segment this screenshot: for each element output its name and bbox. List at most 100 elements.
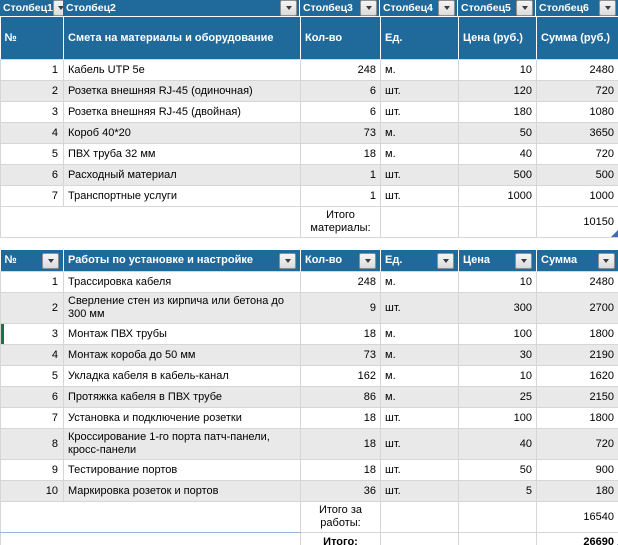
price-cell[interactable]: 180 bbox=[458, 101, 537, 123]
works-subtotal-value[interactable]: 16540 bbox=[536, 501, 618, 533]
filter-dropdown-button[interactable] bbox=[438, 0, 455, 16]
sum-cell[interactable]: 2480 bbox=[536, 271, 618, 293]
sum-cell[interactable]: 1080 bbox=[536, 101, 618, 123]
row-number-cell[interactable]: 5 bbox=[0, 365, 64, 387]
row-number-cell[interactable]: 9 bbox=[0, 459, 64, 481]
quantity-cell[interactable]: 1 bbox=[300, 164, 381, 186]
item-name-cell[interactable]: Кабель UTP 5e bbox=[63, 59, 301, 81]
row-number-cell[interactable]: 2 bbox=[0, 80, 64, 102]
quantity-cell[interactable]: 36 bbox=[300, 480, 381, 502]
work-name-cell[interactable]: Маркировка розеток и портов bbox=[63, 480, 301, 502]
row-number-cell[interactable]: 6 bbox=[0, 164, 64, 186]
quantity-cell[interactable]: 18 bbox=[300, 407, 381, 429]
price-cell[interactable]: 1000 bbox=[458, 185, 537, 207]
filter-dropdown-button[interactable] bbox=[437, 252, 454, 269]
row-number-cell[interactable]: 2 bbox=[0, 292, 64, 324]
price-cell[interactable]: 100 bbox=[458, 323, 537, 345]
works-header-name[interactable]: Работы по установке и настройке bbox=[63, 250, 301, 272]
work-name-cell[interactable]: Трассировка кабеля bbox=[63, 271, 301, 293]
materials-header-unit[interactable]: Ед. bbox=[380, 17, 459, 60]
materials-total-value[interactable]: 10150 bbox=[536, 206, 618, 238]
empty-cell[interactable] bbox=[458, 501, 537, 533]
unit-cell[interactable]: м. bbox=[380, 271, 459, 293]
materials-header-price[interactable]: Цена (руб.) bbox=[458, 17, 537, 60]
price-cell[interactable]: 50 bbox=[458, 122, 537, 144]
row-number-cell[interactable]: 8 bbox=[0, 428, 64, 460]
materials-header-qty[interactable]: Кол-во bbox=[300, 17, 381, 60]
filter-dropdown-button[interactable] bbox=[360, 0, 377, 16]
unit-cell[interactable]: м. bbox=[380, 386, 459, 408]
empty-cell[interactable] bbox=[380, 206, 459, 238]
empty-cell[interactable] bbox=[0, 532, 301, 545]
row-number-cell[interactable]: 7 bbox=[0, 407, 64, 429]
unit-cell[interactable]: шт. bbox=[380, 164, 459, 186]
sum-cell[interactable]: 500 bbox=[536, 164, 618, 186]
row-number-cell[interactable]: 1 bbox=[0, 271, 64, 293]
filter-dropdown-button[interactable] bbox=[42, 252, 59, 269]
quantity-cell[interactable]: 73 bbox=[300, 122, 381, 144]
row-number-cell[interactable]: 3 bbox=[0, 101, 64, 123]
quantity-cell[interactable]: 248 bbox=[300, 271, 381, 293]
row-number-cell[interactable]: 7 bbox=[0, 185, 64, 207]
materials-header-num[interactable]: № bbox=[0, 17, 64, 60]
unit-cell[interactable]: м. bbox=[380, 344, 459, 366]
quantity-cell[interactable]: 18 bbox=[300, 143, 381, 165]
sum-cell[interactable]: 900 bbox=[536, 459, 618, 481]
row-number-cell[interactable]: 1 bbox=[0, 59, 64, 81]
filter-column-header[interactable]: Столбец6 bbox=[536, 0, 618, 17]
filter-dropdown-button[interactable] bbox=[359, 252, 376, 269]
price-cell[interactable]: 10 bbox=[458, 365, 537, 387]
unit-cell[interactable]: м. bbox=[380, 323, 459, 345]
price-cell[interactable]: 10 bbox=[458, 59, 537, 81]
price-cell[interactable]: 50 bbox=[458, 459, 537, 481]
quantity-cell[interactable]: 18 bbox=[300, 459, 381, 481]
works-header-num[interactable]: № bbox=[0, 250, 64, 272]
unit-cell[interactable]: шт. bbox=[380, 407, 459, 429]
price-cell[interactable]: 100 bbox=[458, 407, 537, 429]
price-cell[interactable]: 500 bbox=[458, 164, 537, 186]
works-header-qty[interactable]: Кол-во bbox=[300, 250, 381, 272]
sum-cell[interactable]: 3650 bbox=[536, 122, 618, 144]
filter-dropdown-button[interactable] bbox=[515, 252, 532, 269]
row-number-cell[interactable]: 3 bbox=[0, 323, 64, 345]
row-number-cell[interactable]: 5 bbox=[0, 143, 64, 165]
sum-cell[interactable]: 720 bbox=[536, 143, 618, 165]
filter-column-header[interactable]: Столбец1 bbox=[0, 0, 70, 17]
grand-total-label[interactable]: Итого: bbox=[300, 532, 381, 545]
materials-header-sum[interactable]: Сумма (руб.) bbox=[536, 17, 618, 60]
filter-dropdown-button[interactable] bbox=[599, 0, 616, 16]
quantity-cell[interactable]: 162 bbox=[300, 365, 381, 387]
filter-dropdown-button[interactable] bbox=[516, 0, 533, 16]
unit-cell[interactable]: шт. bbox=[380, 101, 459, 123]
work-name-cell[interactable]: Установка и подключение розетки bbox=[63, 407, 301, 429]
price-cell[interactable]: 120 bbox=[458, 80, 537, 102]
sum-cell[interactable]: 180 bbox=[536, 480, 618, 502]
empty-cell[interactable] bbox=[458, 532, 537, 545]
table-resize-handle[interactable] bbox=[611, 230, 618, 237]
materials-header-name[interactable]: Смета на материалы и оборудование bbox=[63, 17, 301, 60]
materials-total-label[interactable]: Итого материалы: bbox=[300, 206, 381, 238]
unit-cell[interactable]: м. bbox=[380, 143, 459, 165]
work-name-cell[interactable]: Сверление стен из кирпича или бетона до … bbox=[63, 292, 301, 324]
unit-cell[interactable]: шт. bbox=[380, 480, 459, 502]
sum-cell[interactable]: 2150 bbox=[536, 386, 618, 408]
row-number-cell[interactable]: 10 bbox=[0, 480, 64, 502]
empty-cell[interactable] bbox=[0, 501, 301, 533]
work-name-cell[interactable]: Монтаж короба до 50 мм bbox=[63, 344, 301, 366]
grand-total-value[interactable]: 26690 bbox=[536, 532, 618, 545]
filter-dropdown-button[interactable] bbox=[597, 252, 615, 269]
quantity-cell[interactable]: 73 bbox=[300, 344, 381, 366]
unit-cell[interactable]: шт. bbox=[380, 185, 459, 207]
price-cell[interactable]: 25 bbox=[458, 386, 537, 408]
sum-cell[interactable]: 2190 bbox=[536, 344, 618, 366]
quantity-cell[interactable]: 1 bbox=[300, 185, 381, 207]
work-name-cell[interactable]: Протяжка кабеля в ПВХ трубе bbox=[63, 386, 301, 408]
price-cell[interactable]: 30 bbox=[458, 344, 537, 366]
item-name-cell[interactable]: Расходный материал bbox=[63, 164, 301, 186]
empty-cell[interactable] bbox=[380, 501, 459, 533]
filter-dropdown-button[interactable] bbox=[280, 0, 297, 16]
quantity-cell[interactable]: 6 bbox=[300, 101, 381, 123]
works-header-unit[interactable]: Ед. bbox=[380, 250, 459, 272]
work-name-cell[interactable]: Монтаж ПВХ трубы bbox=[63, 323, 301, 345]
unit-cell[interactable]: м. bbox=[380, 122, 459, 144]
